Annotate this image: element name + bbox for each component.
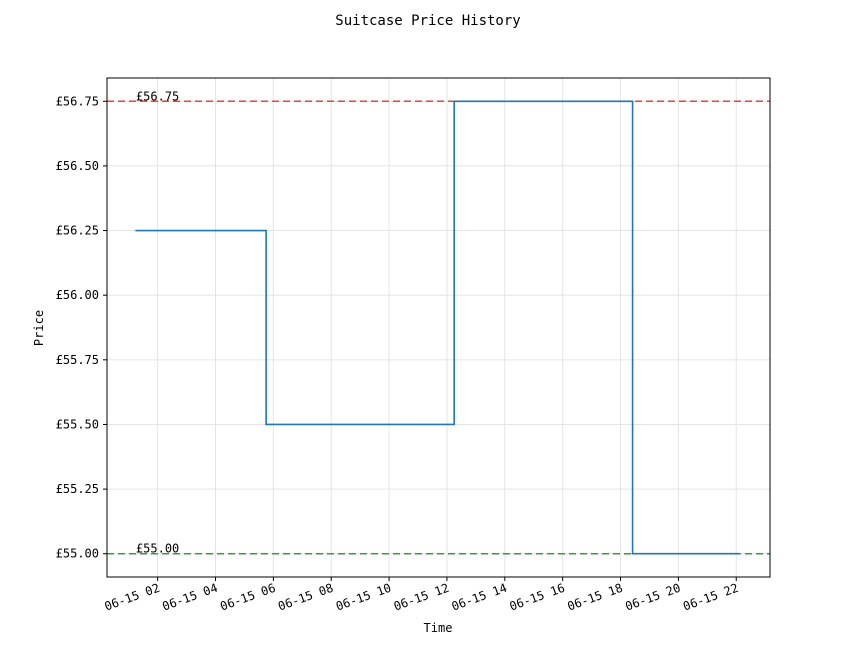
plot-frame bbox=[106, 77, 771, 578]
x-axis-label: Time bbox=[424, 621, 453, 635]
y-axis: £55.00 £55.25 £55.50 £55.75 £56.00 £56.25 £56.… bbox=[56, 94, 107, 561]
x-tick-label: 06-15 20 bbox=[623, 581, 682, 614]
x-tick-label: 06-15 06 bbox=[218, 581, 277, 614]
x-tick-label: 06-15 08 bbox=[276, 581, 335, 614]
y-tick-label: £55.50 bbox=[56, 417, 99, 431]
x-tick-label: 06-15 16 bbox=[508, 581, 567, 614]
price-point bbox=[135, 229, 137, 232]
x-tick-label: 06-15 10 bbox=[334, 581, 393, 614]
price-point bbox=[265, 423, 267, 426]
reference-line-label: £56.75 bbox=[136, 89, 179, 103]
y-tick-label: £56.25 bbox=[56, 224, 99, 238]
reference-lines bbox=[107, 100, 770, 555]
reference-line-label: £55.00 bbox=[136, 542, 179, 556]
chart-title: Suitcase Price History bbox=[335, 13, 520, 29]
price-series bbox=[135, 100, 740, 555]
x-tick-label: 06-15 18 bbox=[565, 581, 624, 614]
x-tick-label: 06-15 14 bbox=[450, 581, 509, 614]
x-tick-label: 06-15 04 bbox=[160, 581, 219, 614]
grid-lines bbox=[107, 78, 770, 577]
y-tick-label: £56.50 bbox=[56, 159, 99, 173]
price-point bbox=[737, 552, 740, 555]
price-point bbox=[453, 100, 455, 103]
y-tick-label: £55.25 bbox=[56, 482, 99, 496]
x-tick-label: 06-15 22 bbox=[681, 581, 740, 614]
reference-labels: £56.75 £55.00 bbox=[136, 89, 179, 555]
price-point bbox=[631, 552, 634, 555]
price-step-line bbox=[135, 100, 739, 555]
y-tick-label: £55.75 bbox=[56, 353, 99, 367]
y-tick-label: £55.00 bbox=[56, 547, 99, 561]
x-tick-label: 06-15 12 bbox=[392, 581, 451, 614]
y-tick-label: £56.00 bbox=[56, 288, 99, 302]
y-axis-label: Price bbox=[32, 310, 46, 346]
y-tick-label: £56.75 bbox=[56, 94, 99, 108]
x-tick-label: 06-15 02 bbox=[103, 581, 162, 614]
